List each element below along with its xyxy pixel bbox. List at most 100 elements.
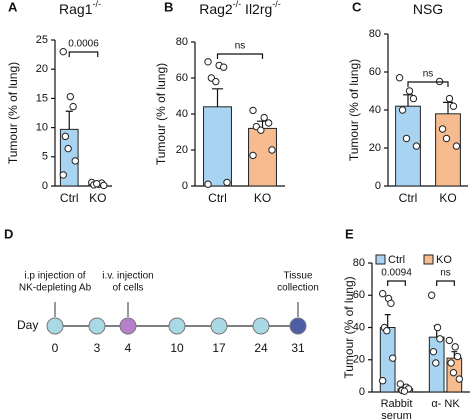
- y-tick-label: 80: [176, 36, 188, 48]
- comparison-bracket: [68, 51, 99, 57]
- data-point: [400, 387, 409, 395]
- timeline-node: [210, 317, 228, 335]
- timeline-node: [289, 317, 307, 335]
- day-label: 17: [212, 341, 226, 355]
- y-tick-label: 20: [369, 142, 381, 154]
- timeline-node: [46, 317, 64, 335]
- timeline-node: [88, 317, 106, 335]
- panel-letter: A: [8, 0, 18, 14]
- x-tick-label: α- NK: [431, 398, 460, 410]
- panel-title: NSG: [413, 1, 443, 17]
- data-point: [445, 336, 454, 345]
- day-label: 3: [94, 341, 101, 355]
- data-point: [455, 375, 464, 383]
- comparison-bracket: [387, 280, 406, 286]
- bar: [435, 113, 461, 187]
- comparison-label: ns: [235, 41, 246, 52]
- data-point: [451, 343, 459, 351]
- title-text: Rag2: [199, 1, 233, 17]
- title-text: NSG: [413, 1, 443, 17]
- data-point: [453, 352, 462, 361]
- y-tick-label: 20: [353, 354, 365, 366]
- annotation: i.v. injection: [102, 271, 154, 282]
- annotation: i.p injection of: [24, 271, 85, 282]
- data-point: [449, 102, 458, 110]
- legend-label: Ctrl: [388, 254, 405, 266]
- x-tick-label: serum: [381, 410, 412, 420]
- data-point: [92, 179, 101, 188]
- x-tick-label: Ctrl: [60, 191, 79, 205]
- x-tick-label: Rabbit: [381, 398, 413, 410]
- error-bar: [403, 94, 413, 107]
- legend-swatch: [423, 254, 434, 265]
- panel-title: Rag1-/-: [59, 0, 101, 17]
- panel-letter: B: [164, 0, 173, 14]
- day-label: 10: [170, 341, 184, 355]
- y-axis-label: Tumour (% of lung): [347, 59, 361, 161]
- y-tick-label: 20: [176, 144, 188, 156]
- data-point: [257, 126, 265, 134]
- data-point: [268, 146, 276, 154]
- panel-letter: E: [345, 226, 354, 241]
- data-point: [378, 289, 387, 298]
- panel-letter: D: [4, 226, 13, 241]
- comparison-label: ns: [423, 69, 434, 80]
- timeline-node: [168, 317, 186, 335]
- data-point: [212, 77, 220, 86]
- data-point: [398, 106, 407, 114]
- data-point: [388, 354, 397, 362]
- y-tick-label: 60: [353, 289, 365, 301]
- title-text: Il2rg: [241, 1, 272, 17]
- y-tick-label: 40: [176, 108, 188, 120]
- data-point: [427, 291, 436, 299]
- data-point: [378, 377, 387, 385]
- timeline-node: [119, 317, 137, 335]
- data-point: [429, 347, 438, 356]
- comparison-bracket: [407, 81, 449, 87]
- panel-letter: C: [352, 0, 362, 14]
- comparison-bracket: [436, 280, 455, 286]
- data-point: [452, 142, 461, 150]
- data-point: [249, 151, 257, 160]
- day-label: 24: [254, 341, 268, 355]
- x-tick-label: Ctrl: [399, 191, 418, 205]
- error-bar: [384, 314, 391, 328]
- data-point: [409, 94, 418, 103]
- annotation: of cells: [112, 283, 143, 294]
- data-point: [204, 58, 212, 66]
- data-point: [223, 178, 231, 187]
- data-point: [436, 335, 444, 343]
- y-tick-label: 80: [369, 28, 381, 40]
- bar: [203, 106, 232, 187]
- y-tick-label: 15: [36, 92, 48, 104]
- error-bar: [65, 110, 73, 130]
- panel-title: Rag2-/- Il2rg-/-: [199, 0, 281, 17]
- x-tick-label: KO: [254, 191, 271, 205]
- data-point: [387, 299, 395, 308]
- annotation: NK-depleting Ab: [19, 283, 92, 294]
- data-point: [71, 157, 79, 165]
- day-label: 0: [52, 341, 59, 355]
- y-tick-label: 60: [369, 66, 381, 78]
- data-point: [447, 359, 455, 367]
- annotation: collection: [277, 283, 319, 294]
- x-tick-label: KO: [89, 191, 106, 205]
- data-point: [260, 113, 268, 122]
- data-point: [264, 119, 273, 127]
- data-point: [66, 92, 75, 101]
- y-tick-label: 60: [176, 72, 188, 84]
- data-point: [449, 368, 458, 377]
- data-point: [432, 359, 440, 367]
- y-axis-label: Tumour (% of lung): [6, 62, 20, 164]
- legend-swatch: [375, 254, 386, 265]
- title-superscript: -/-: [233, 0, 242, 9]
- comparison-label: 0.0094: [381, 268, 412, 279]
- data-point: [69, 102, 77, 111]
- comparison-label: 0.0006: [68, 39, 99, 50]
- x-axis-label: Day: [17, 318, 38, 332]
- data-point: [405, 87, 414, 95]
- y-tick-label: 80: [353, 257, 365, 269]
- y-tick-label: 0: [359, 386, 365, 398]
- data-point: [61, 132, 70, 141]
